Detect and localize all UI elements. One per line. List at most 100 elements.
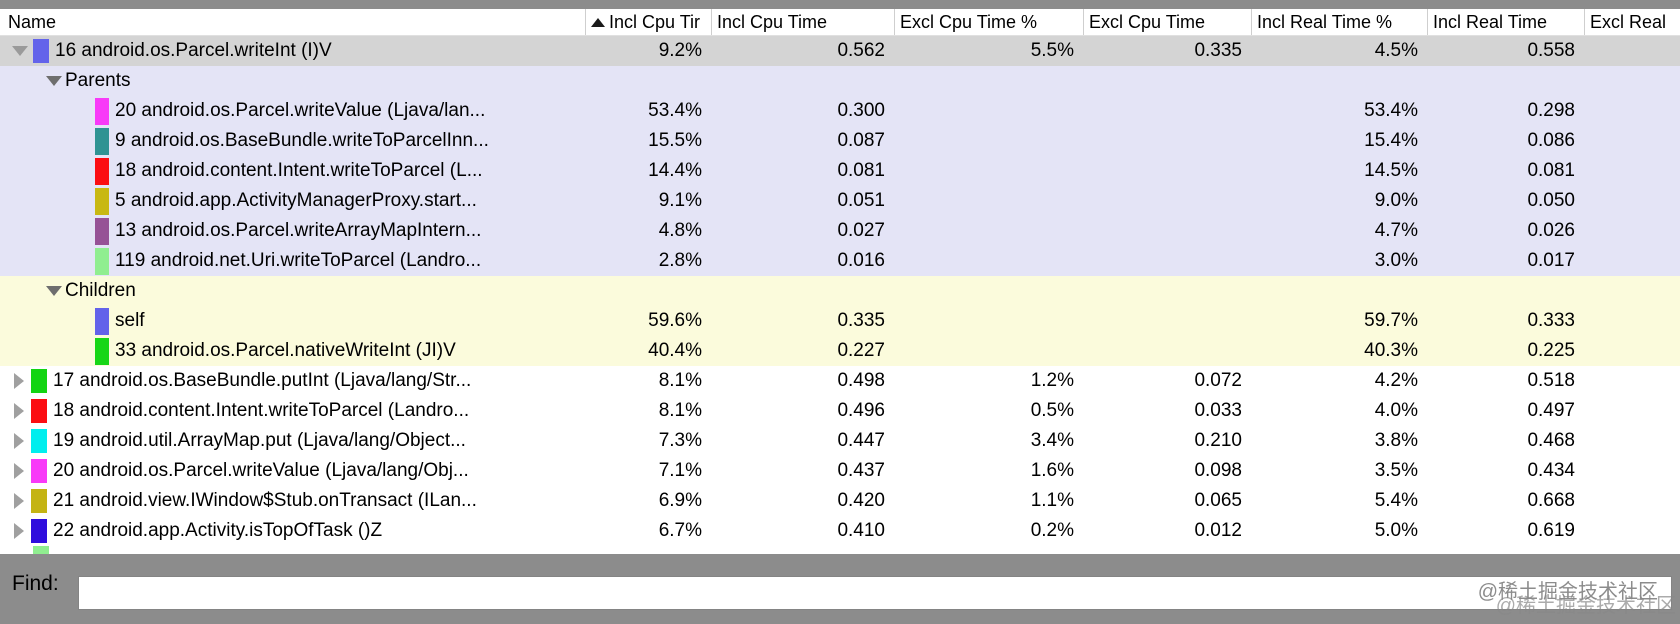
disclosure-triangle-icon[interactable] bbox=[14, 463, 24, 479]
column-header-label: Excl Real bbox=[1590, 12, 1667, 32]
value-cell: 1.2% bbox=[1030, 370, 1074, 391]
value-cell: 14.5% bbox=[1364, 160, 1418, 181]
partial-next-row[interactable] bbox=[0, 546, 1680, 554]
disclosure-triangle-icon[interactable] bbox=[12, 46, 28, 56]
value-cell bbox=[895, 216, 1084, 246]
column-header-incl-real-time[interactable]: Incl Real Time bbox=[1428, 9, 1585, 35]
name-cell: 20 android.os.Parcel.writeValue (Ljava/l… bbox=[0, 96, 586, 126]
value-cell: 4.0% bbox=[1374, 400, 1418, 421]
value-cell: 6.7% bbox=[658, 520, 702, 541]
column-header-name[interactable]: Name bbox=[0, 9, 586, 35]
table-row[interactable]: 18 android.content.Intent.writeToParcel … bbox=[0, 396, 1680, 426]
disclosure-triangle-icon[interactable] bbox=[14, 523, 24, 539]
section-row-children[interactable]: Children bbox=[0, 276, 1680, 306]
method-color-swatch bbox=[95, 217, 109, 245]
value-cell bbox=[1585, 276, 1680, 306]
method-name: 18 android.content.Intent.writeToParcel … bbox=[115, 160, 483, 181]
column-header-excl-cpu-time-[interactable]: Excl Cpu Time % bbox=[895, 9, 1084, 35]
value-cell: 4.2% bbox=[1374, 370, 1418, 391]
value-cell: 0.619 bbox=[1527, 520, 1575, 541]
value-cell bbox=[1585, 456, 1680, 486]
disclosure-triangle-icon[interactable] bbox=[14, 403, 24, 419]
method-color-swatch bbox=[31, 459, 47, 483]
table-row[interactable]: 9 android.os.BaseBundle.writeToParcelInn… bbox=[0, 126, 1680, 156]
table-row[interactable]: 5 android.app.ActivityManagerProxy.start… bbox=[0, 186, 1680, 216]
value-cell bbox=[1084, 96, 1252, 126]
disclosure-triangle-icon[interactable] bbox=[46, 286, 62, 296]
table-row[interactable]: 33 android.os.Parcel.nativeWriteInt (JI)… bbox=[0, 336, 1680, 366]
name-cell: 18 android.content.Intent.writeToParcel … bbox=[0, 396, 586, 426]
table-row[interactable]: 18 android.content.Intent.writeToParcel … bbox=[0, 156, 1680, 186]
value-cell bbox=[895, 246, 1084, 276]
table-row[interactable]: 17 android.os.BaseBundle.putInt (Ljava/l… bbox=[0, 366, 1680, 396]
method-color-swatch bbox=[33, 546, 49, 554]
value-cell bbox=[1585, 156, 1680, 186]
column-header-excl-real[interactable]: Excl Real bbox=[1585, 9, 1680, 35]
table-row[interactable]: self 59.6% 0.335 59.7% 0.333 bbox=[0, 306, 1680, 336]
table-row[interactable]: 21 android.view.IWindow$Stub.onTransact … bbox=[0, 486, 1680, 516]
table-row[interactable]: 20 android.os.Parcel.writeValue (Ljava/l… bbox=[0, 456, 1680, 486]
value-cell: 6.9% bbox=[658, 490, 702, 511]
method-color-swatch bbox=[95, 307, 109, 335]
value-cell bbox=[1585, 216, 1680, 246]
disclosure-triangle-icon[interactable] bbox=[14, 373, 24, 389]
method-name: 17 android.os.BaseBundle.putInt (Ljava/l… bbox=[53, 370, 472, 391]
section-row-parents[interactable]: Parents bbox=[0, 66, 1680, 96]
table-row[interactable]: 22 android.app.Activity.isTopOfTask ()Z 6… bbox=[0, 516, 1680, 546]
table-row[interactable]: 16 android.os.Parcel.writeInt (I)V 9.2% 0.… bbox=[0, 36, 1680, 66]
value-cell: 0.087 bbox=[837, 130, 885, 151]
value-cell bbox=[1252, 276, 1428, 306]
name-cell: 19 android.util.ArrayMap.put (Ljava/lang… bbox=[0, 426, 586, 456]
method-table: 16 android.os.Parcel.writeInt (I)V 9.2% 0.… bbox=[0, 36, 1680, 546]
value-cell bbox=[1585, 126, 1680, 156]
method-color-swatch bbox=[95, 97, 109, 125]
value-cell: 0.335 bbox=[1194, 40, 1242, 61]
table-row[interactable]: 119 android.net.Uri.writeToParcel (Landr… bbox=[0, 246, 1680, 276]
column-header-incl-cpu-time[interactable]: Incl Cpu Time bbox=[712, 9, 895, 35]
name-cell: 33 android.os.Parcel.nativeWriteInt (JI)… bbox=[0, 336, 586, 366]
value-cell: 9.0% bbox=[1374, 190, 1418, 211]
value-cell: 0.081 bbox=[1527, 160, 1575, 181]
value-cell: 0.033 bbox=[1194, 400, 1242, 421]
value-cell bbox=[895, 96, 1084, 126]
disclosure-triangle-icon[interactable] bbox=[14, 493, 24, 509]
value-cell: 0.298 bbox=[1527, 100, 1575, 121]
column-header-excl-cpu-time[interactable]: Excl Cpu Time bbox=[1084, 9, 1252, 35]
column-header-label: Excl Cpu Time % bbox=[900, 12, 1038, 32]
value-cell: 7.1% bbox=[658, 460, 702, 481]
name-cell: 13 android.os.Parcel.writeArrayMapIntern… bbox=[0, 216, 586, 246]
method-color-swatch bbox=[31, 519, 47, 543]
find-input[interactable] bbox=[78, 576, 1672, 610]
value-cell bbox=[1084, 216, 1252, 246]
column-header-incl-real-time-[interactable]: Incl Real Time % bbox=[1252, 9, 1428, 35]
value-cell: 0.562 bbox=[837, 40, 885, 61]
value-cell bbox=[1585, 36, 1680, 66]
value-cell: 3.5% bbox=[1374, 460, 1418, 481]
disclosure-triangle-icon[interactable] bbox=[14, 433, 24, 449]
value-cell: 14.4% bbox=[648, 160, 702, 181]
name-cell: self bbox=[0, 306, 586, 336]
disclosure-triangle-icon[interactable] bbox=[46, 76, 62, 86]
value-cell bbox=[1585, 246, 1680, 276]
table-row[interactable]: 13 android.os.Parcel.writeArrayMapIntern… bbox=[0, 216, 1680, 246]
table-row[interactable]: 20 android.os.Parcel.writeValue (Ljava/l… bbox=[0, 96, 1680, 126]
value-cell: 0.081 bbox=[837, 160, 885, 181]
name-cell: Parents bbox=[0, 66, 586, 96]
name-cell: 22 android.app.Activity.isTopOfTask ()Z bbox=[0, 516, 586, 546]
value-cell: 4.8% bbox=[658, 220, 702, 241]
value-cell: 0.300 bbox=[837, 100, 885, 121]
column-header-incl-cpu-tir[interactable]: Incl Cpu Tir bbox=[586, 9, 712, 35]
value-cell: 8.1% bbox=[658, 400, 702, 421]
value-cell: 5.4% bbox=[1374, 490, 1418, 511]
value-cell: 5.0% bbox=[1374, 520, 1418, 541]
name-cell: 17 android.os.BaseBundle.putInt (Ljava/l… bbox=[0, 366, 586, 396]
value-cell: 0.5% bbox=[1030, 400, 1074, 421]
value-cell: 0.012 bbox=[1194, 520, 1242, 541]
value-cell: 1.6% bbox=[1030, 460, 1074, 481]
method-name: 20 android.os.Parcel.writeValue (Ljava/l… bbox=[115, 100, 486, 121]
table-row[interactable]: 19 android.util.ArrayMap.put (Ljava/lang… bbox=[0, 426, 1680, 456]
value-cell: 0.227 bbox=[837, 340, 885, 361]
method-name: self bbox=[115, 310, 145, 331]
value-cell: 0.210 bbox=[1194, 430, 1242, 451]
